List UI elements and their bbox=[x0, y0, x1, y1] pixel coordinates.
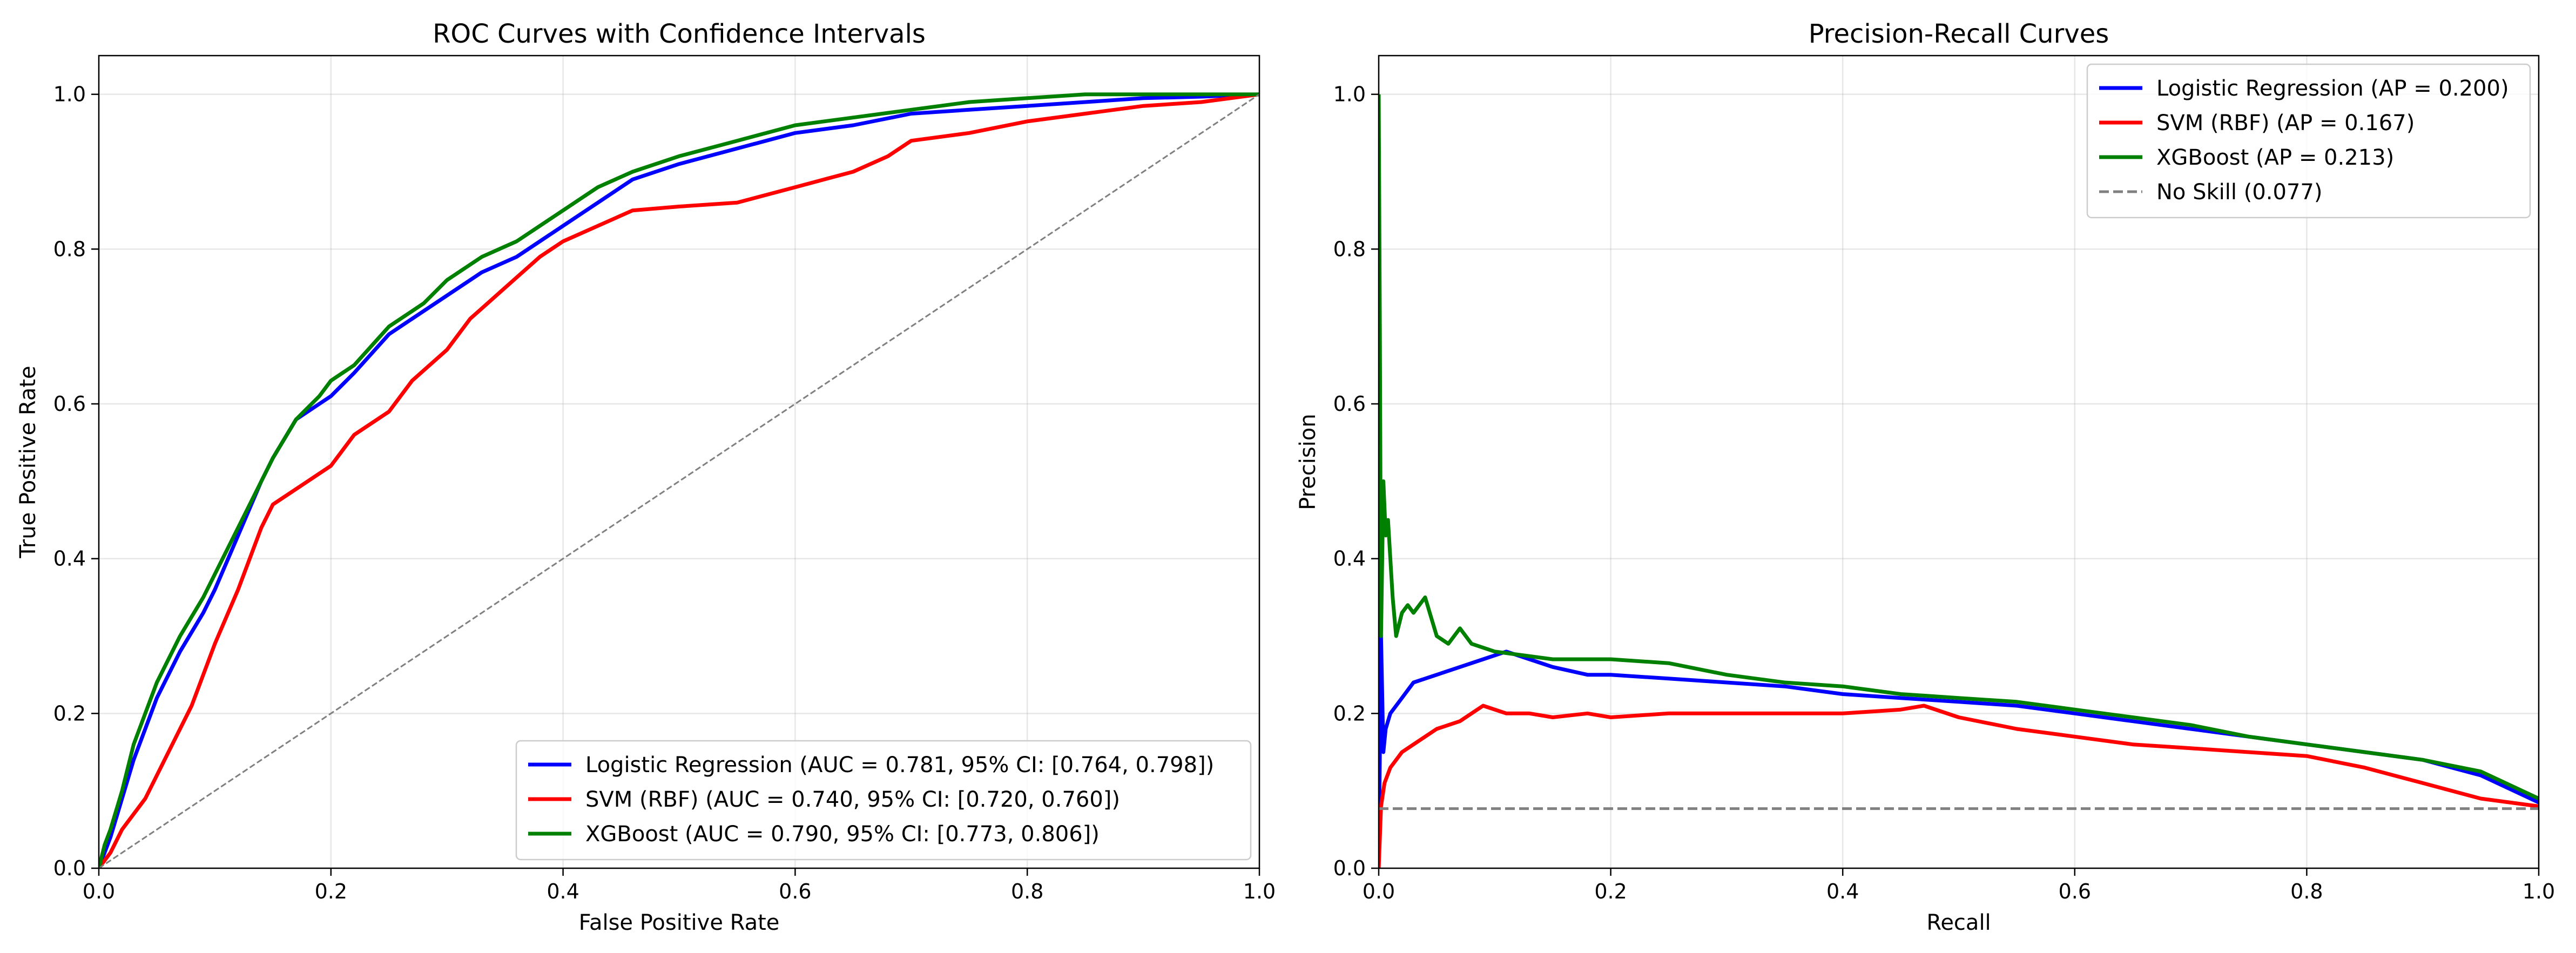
x-tick-label: 0.4 bbox=[1826, 880, 1859, 903]
x-tick-label: 0.2 bbox=[315, 880, 347, 903]
y-tick-label: 0.4 bbox=[1333, 547, 1366, 571]
series-line-3 bbox=[1379, 94, 2539, 801]
legend: Logistic Regression (AP = 0.200) SVM (RBF… bbox=[2086, 63, 2531, 219]
y-tick-label: 0.8 bbox=[1333, 237, 1366, 261]
series-line-2 bbox=[1379, 704, 2539, 868]
x-tick-label: 0.0 bbox=[83, 880, 115, 903]
x-tick-label: 0.2 bbox=[1594, 880, 1627, 903]
legend: Logistic Regression (AUC = 0.781, 95% CI… bbox=[515, 740, 1252, 861]
chart-title: ROC Curves with Confidence Intervals bbox=[433, 19, 926, 49]
ticks: 0.0 0.2 0.4 0.6 0.8 1.0 0.0 0.2 0.4 0.6 0.8 1.0 bbox=[53, 83, 1276, 903]
legend-frame bbox=[515, 740, 1252, 861]
x-tick-label: 0.0 bbox=[1363, 880, 1395, 903]
series-line-2 bbox=[99, 92, 1259, 868]
y-tick-label: 0.4 bbox=[53, 547, 86, 571]
chart-title: Precision-Recall Curves bbox=[1809, 19, 2109, 49]
y-tick-label: 1.0 bbox=[53, 83, 86, 106]
panel-1: 0.0 0.2 0.4 0.6 0.8 1.0 0.0 0.2 0.4 0.6 0.8 1.0 ROC … bbox=[16, 19, 1276, 935]
x-tick-label: 0.8 bbox=[1011, 880, 1043, 903]
series-line-1 bbox=[99, 92, 1259, 868]
y-tick-label: 0.2 bbox=[1333, 701, 1366, 725]
y-tick-label: 0.6 bbox=[1333, 392, 1366, 416]
axes-frame bbox=[1378, 55, 2540, 869]
x-axis-label: Recall bbox=[1926, 910, 1991, 935]
y-tick-label: 0.8 bbox=[53, 237, 86, 261]
y-tick-label: 0.0 bbox=[1333, 856, 1366, 880]
x-tick-label: 0.8 bbox=[2290, 880, 2323, 903]
y-axis-label: True Positive Rate bbox=[16, 366, 41, 558]
legend-frame bbox=[2086, 63, 2531, 219]
y-tick-label: 0.6 bbox=[53, 392, 86, 416]
x-tick-label: 0.6 bbox=[779, 880, 811, 903]
x-tick-label: 0.4 bbox=[547, 880, 579, 903]
panel-2: 0.0 0.2 0.4 0.6 0.8 1.0 0.0 0.2 0.4 0.6 0.8 1.0 Prec… bbox=[1296, 19, 2555, 935]
series-group bbox=[99, 92, 1259, 868]
series-group bbox=[1379, 94, 2539, 868]
legend-label: XGBoost (AP = 0.213) bbox=[2156, 145, 2394, 170]
x-tick-label: 1.0 bbox=[2523, 880, 2555, 903]
y-tick-label: 0.2 bbox=[53, 701, 86, 725]
legend-label: XGBoost (AUC = 0.790, 95% CI: [0.773, 0.… bbox=[585, 822, 1100, 847]
axes-frame bbox=[98, 55, 1260, 869]
legend-label: Logistic Regression (AUC = 0.781, 95% CI… bbox=[585, 753, 1214, 778]
series-line-4 bbox=[99, 93, 1259, 868]
legend-label: Logistic Regression (AP = 0.200) bbox=[2156, 76, 2509, 101]
ticks: 0.0 0.2 0.4 0.6 0.8 1.0 0.0 0.2 0.4 0.6 0.8 1.0 bbox=[1333, 83, 2555, 903]
legend-label: No Skill (0.077) bbox=[2156, 180, 2322, 205]
series-line-3 bbox=[99, 92, 1259, 868]
legend-label: SVM (RBF) (AP = 0.167) bbox=[2156, 111, 2415, 136]
y-axis-label: Precision bbox=[1296, 414, 1320, 510]
x-tick-label: 1.0 bbox=[1243, 880, 1276, 903]
x-axis-label: False Positive Rate bbox=[579, 910, 780, 935]
legend-label: SVM (RBF) (AUC = 0.740, 95% CI: [0.720, … bbox=[585, 787, 1120, 812]
x-tick-label: 0.6 bbox=[2059, 880, 2091, 903]
y-tick-label: 0.0 bbox=[53, 856, 86, 880]
y-tick-label: 1.0 bbox=[1333, 83, 1366, 106]
